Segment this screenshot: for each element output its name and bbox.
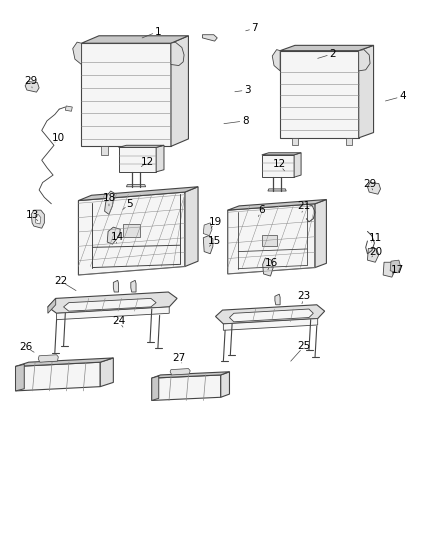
Polygon shape	[367, 248, 379, 262]
Text: 22: 22	[54, 277, 67, 286]
Polygon shape	[64, 298, 156, 311]
Polygon shape	[15, 358, 113, 367]
Polygon shape	[263, 258, 273, 276]
Text: 4: 4	[399, 91, 406, 101]
Polygon shape	[152, 376, 159, 400]
Polygon shape	[105, 191, 114, 214]
Polygon shape	[101, 147, 108, 155]
Text: 14: 14	[111, 232, 124, 242]
Polygon shape	[78, 187, 198, 200]
Text: 21: 21	[297, 201, 311, 211]
Text: 12: 12	[141, 157, 155, 167]
Polygon shape	[280, 45, 374, 51]
Polygon shape	[262, 235, 277, 246]
Text: 6: 6	[258, 205, 265, 215]
Polygon shape	[152, 372, 230, 378]
Polygon shape	[38, 355, 58, 362]
Text: 19: 19	[209, 217, 222, 227]
Text: 18: 18	[102, 193, 116, 204]
Text: 29: 29	[363, 179, 376, 189]
Polygon shape	[359, 45, 374, 138]
Polygon shape	[78, 192, 185, 275]
Text: 24: 24	[112, 316, 125, 326]
Polygon shape	[100, 358, 113, 386]
Polygon shape	[15, 362, 100, 391]
Polygon shape	[57, 307, 169, 320]
Polygon shape	[48, 298, 56, 313]
Polygon shape	[367, 182, 381, 194]
Text: 15: 15	[208, 236, 221, 246]
Polygon shape	[215, 305, 325, 324]
Polygon shape	[81, 36, 188, 43]
Text: 8: 8	[242, 116, 248, 126]
Polygon shape	[280, 51, 359, 138]
Text: 1: 1	[155, 27, 161, 37]
Polygon shape	[31, 210, 44, 228]
Polygon shape	[275, 294, 280, 305]
Polygon shape	[15, 365, 24, 391]
Polygon shape	[221, 372, 230, 397]
Text: 16: 16	[265, 259, 278, 268]
Polygon shape	[262, 153, 301, 155]
Polygon shape	[262, 155, 294, 177]
Text: 23: 23	[297, 291, 311, 301]
Polygon shape	[203, 223, 212, 236]
Polygon shape	[390, 260, 401, 273]
Polygon shape	[230, 309, 313, 322]
Polygon shape	[268, 189, 286, 191]
Polygon shape	[113, 280, 119, 292]
Polygon shape	[171, 42, 184, 66]
Text: 27: 27	[172, 353, 185, 363]
Polygon shape	[131, 280, 136, 292]
Polygon shape	[155, 147, 162, 155]
Text: 7: 7	[251, 23, 258, 34]
Polygon shape	[171, 36, 188, 147]
Polygon shape	[359, 50, 370, 71]
Polygon shape	[81, 43, 171, 147]
Text: 3: 3	[244, 85, 251, 95]
Text: 11: 11	[369, 233, 382, 243]
Polygon shape	[65, 106, 72, 111]
Polygon shape	[223, 319, 318, 330]
Polygon shape	[272, 50, 280, 71]
Polygon shape	[152, 375, 221, 400]
Polygon shape	[170, 368, 190, 375]
Polygon shape	[156, 146, 164, 172]
Text: 26: 26	[19, 342, 33, 352]
Polygon shape	[119, 146, 164, 148]
Text: 20: 20	[370, 247, 383, 256]
Text: 29: 29	[24, 77, 37, 86]
Polygon shape	[228, 204, 315, 274]
Polygon shape	[292, 138, 298, 146]
Text: 13: 13	[25, 211, 39, 221]
Polygon shape	[383, 262, 396, 277]
Polygon shape	[73, 42, 81, 64]
Polygon shape	[346, 138, 352, 146]
Polygon shape	[48, 292, 177, 313]
Polygon shape	[119, 148, 156, 172]
Polygon shape	[202, 35, 217, 41]
Polygon shape	[203, 236, 213, 254]
Polygon shape	[107, 227, 120, 244]
Text: 2: 2	[329, 49, 336, 59]
Polygon shape	[228, 199, 326, 210]
Polygon shape	[127, 184, 146, 187]
Polygon shape	[315, 199, 326, 268]
Polygon shape	[294, 153, 301, 177]
Text: 10: 10	[52, 133, 65, 143]
Polygon shape	[185, 187, 198, 266]
Text: 12: 12	[272, 159, 286, 169]
Polygon shape	[123, 224, 141, 237]
Text: 5: 5	[126, 199, 133, 209]
Polygon shape	[25, 82, 39, 92]
Text: 25: 25	[297, 341, 311, 351]
Polygon shape	[35, 214, 41, 224]
Text: 17: 17	[391, 265, 404, 274]
